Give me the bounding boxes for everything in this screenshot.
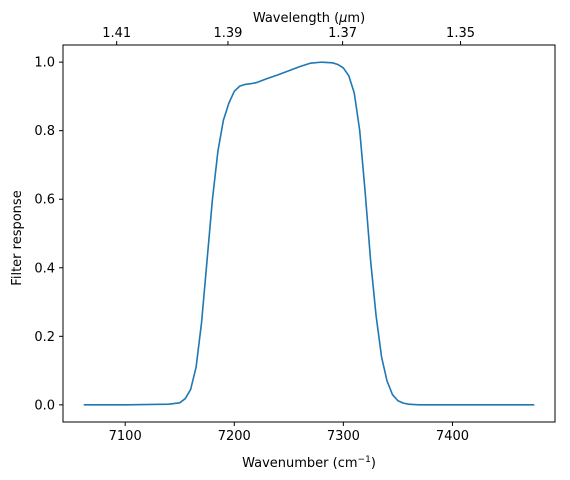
x-tick-label: 7100: [109, 429, 142, 444]
y-axis-ticks: 0.0 0.2 0.4 0.6 0.8 1.0: [34, 56, 63, 413]
x-axis-label: Wavenumber (cm−1): [242, 455, 376, 471]
top-tick-label: 1.35: [446, 26, 475, 41]
x-tick-label: 7200: [218, 429, 251, 444]
plot-background: [63, 45, 555, 422]
series-line-0: [83, 61, 535, 406]
top-tick-label: 1.37: [328, 26, 357, 41]
line-layer: [83, 61, 535, 406]
top-tick-label: 1.41: [102, 26, 131, 41]
y-tick-label: 0.0: [34, 398, 55, 413]
top-axis-ticks: 1.41 1.39 1.37 1.35: [102, 26, 475, 45]
y-tick-label: 0.6: [34, 193, 55, 208]
y-tick-label: 0.4: [34, 261, 55, 276]
top-tick-label: 1.39: [213, 26, 242, 41]
y-tick-label: 1.0: [34, 56, 55, 71]
x-tick-label: 7300: [327, 429, 360, 444]
y-tick-label: 0.2: [34, 330, 55, 345]
y-axis-label: Filter response: [10, 190, 25, 285]
x-tick-label: 7400: [436, 429, 469, 444]
top-axis-label: Wavelength (μm): [253, 11, 365, 26]
y-tick-label: 0.8: [34, 124, 55, 139]
x-axis-ticks: 7100 7200 7300 7400: [109, 422, 469, 444]
plot-frame: [62, 44, 556, 423]
